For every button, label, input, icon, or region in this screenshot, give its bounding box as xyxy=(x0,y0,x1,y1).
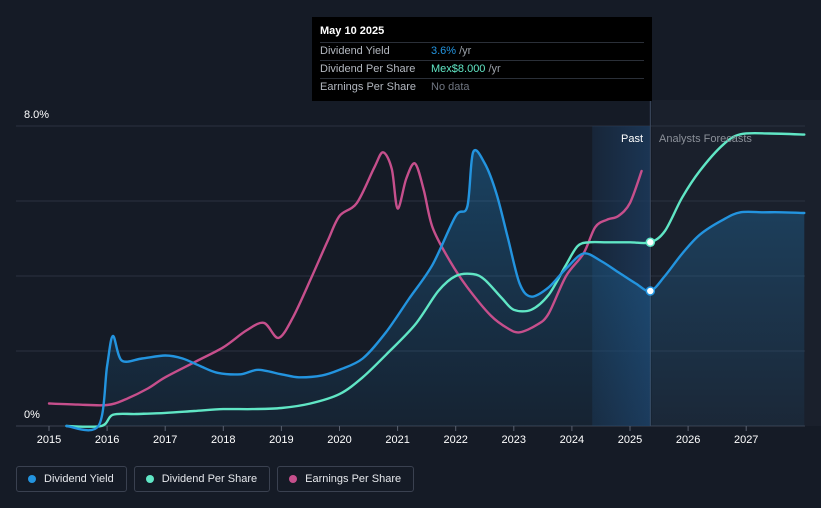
dividend-per-share-line xyxy=(65,131,806,428)
legend-label: Earnings Per Share xyxy=(305,473,402,485)
x-tick-label: 2017 xyxy=(153,434,177,446)
tooltip-row-dividend-per-share: Dividend Per Share Mex$8.000/yr xyxy=(320,60,644,78)
x-tick-label: 2015 xyxy=(37,434,61,446)
dividend-per-share-marker xyxy=(645,237,656,247)
tooltip-dividend-per-share-value: Mex$8.000 xyxy=(431,63,486,75)
x-tick-label: 2019 xyxy=(269,434,293,446)
x-tick-label: 2020 xyxy=(327,434,351,446)
tooltip-row-dividend-yield: Dividend Yield 3.6%/yr xyxy=(320,42,644,60)
legend-label: Dividend Yield xyxy=(44,473,114,485)
earnings-per-share-line xyxy=(47,151,643,407)
tooltip-row-label: Dividend Yield xyxy=(320,45,390,57)
past-label: Past xyxy=(621,133,643,145)
legend-dividend-per-share[interactable]: Dividend Per Share xyxy=(133,466,271,492)
legend-label: Dividend Per Share xyxy=(161,473,258,485)
tooltip-row-label: Dividend Per Share xyxy=(320,63,416,75)
dividend-yield-dot-icon xyxy=(28,475,36,483)
earnings-per-share-dot-icon xyxy=(289,475,298,483)
x-tick-label: 2016 xyxy=(95,434,119,446)
tooltip-dividend-yield-value: 3.6% xyxy=(431,45,457,57)
tooltip-unit: /yr xyxy=(488,63,501,75)
y-axis-max-label: 8.0% xyxy=(24,109,49,121)
x-tick-label: 2021 xyxy=(385,434,409,446)
dividend-per-share-dot-icon xyxy=(145,475,154,483)
dividend-yield-marker xyxy=(645,286,656,296)
x-tick-label: 2023 xyxy=(502,434,526,446)
tooltip-earnings-per-share-value: No data xyxy=(431,81,470,93)
tooltip: May 10 2025 Dividend Yield 3.6%/yr Divid… xyxy=(312,17,652,101)
tooltip-date: May 10 2025 xyxy=(320,25,385,37)
legend-earnings-per-share[interactable]: Earnings Per Share xyxy=(277,466,415,492)
x-tick-label: 2027 xyxy=(734,434,758,446)
dividend-yield-line xyxy=(65,148,806,432)
x-tick-label: 2018 xyxy=(211,434,235,446)
x-tick-label: 2026 xyxy=(676,434,700,446)
legend-dividend-yield[interactable]: Dividend Yield xyxy=(16,466,127,492)
x-tick-label: 2025 xyxy=(618,434,642,446)
chart-legend: Dividend Yield Dividend Per Share Earnin… xyxy=(16,466,415,492)
dividend-yield-area xyxy=(66,150,805,431)
forecast-label: Analysts Forecasts xyxy=(659,133,752,145)
tooltip-row-label: Earnings Per Share xyxy=(320,81,416,93)
x-tick-label: 2024 xyxy=(560,434,584,446)
tooltip-row-earnings-per-share: Earnings Per Share No data xyxy=(320,78,644,96)
tooltip-unit: /yr xyxy=(459,45,472,57)
y-axis-min-label: 0% xyxy=(24,409,40,421)
x-tick-label: 2022 xyxy=(443,434,467,446)
